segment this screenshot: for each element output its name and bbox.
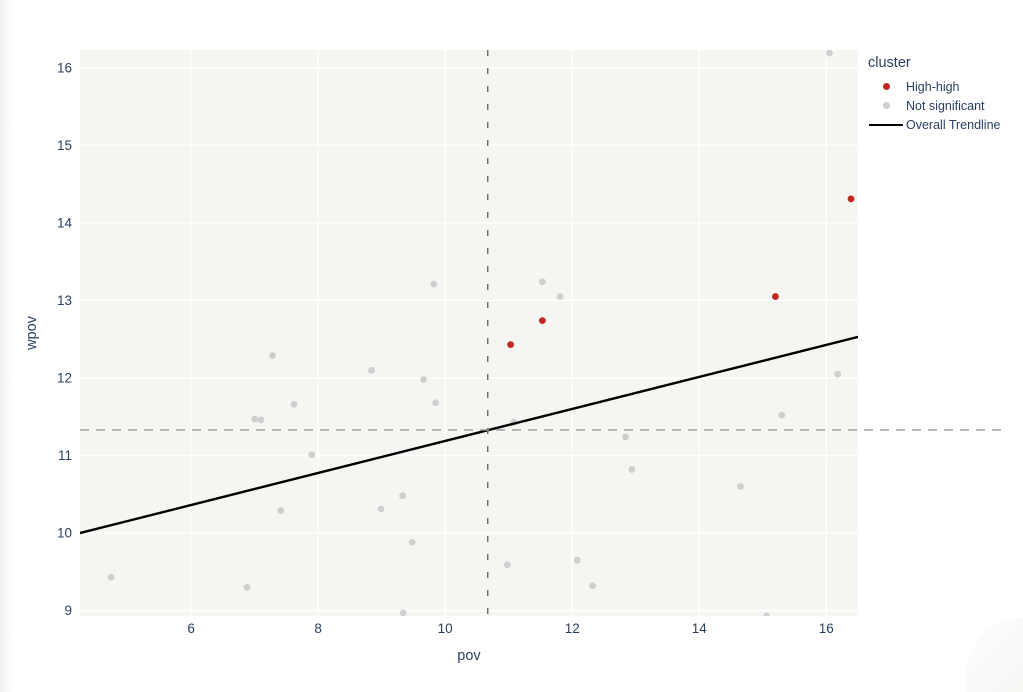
data-point-high-high[interactable] xyxy=(847,195,855,203)
x-tick-label: 10 xyxy=(438,621,453,636)
data-point-not-significant[interactable] xyxy=(257,416,265,424)
data-point-not-significant[interactable] xyxy=(269,352,276,359)
not-significant-marker-icon xyxy=(866,102,906,109)
data-point-not-significant[interactable] xyxy=(399,609,407,616)
legend-item-not-significant[interactable]: Not significant xyxy=(866,96,1022,115)
data-point-not-significant[interactable] xyxy=(737,483,744,490)
data-point-not-significant[interactable] xyxy=(277,507,285,514)
data-point-high-high[interactable] xyxy=(507,341,514,349)
data-point-not-significant[interactable] xyxy=(538,278,546,286)
y-tick-label: 14 xyxy=(57,215,73,230)
data-point-high-high[interactable] xyxy=(538,317,546,324)
data-point-not-significant[interactable] xyxy=(778,411,786,419)
y-tick-label: 9 xyxy=(64,603,72,618)
legend-item-label: Not significant xyxy=(906,98,985,113)
y-axis-title: wpov xyxy=(12,50,52,616)
data-point-not-significant[interactable] xyxy=(763,612,770,620)
legend-item-high-high[interactable]: High-high xyxy=(866,77,1022,96)
legend-title: cluster xyxy=(868,55,911,71)
data-point-not-significant[interactable] xyxy=(308,451,316,459)
y-tick-label: 11 xyxy=(58,448,72,463)
x-axis-title: pov xyxy=(457,648,481,664)
y-tick-label: 15 xyxy=(57,138,72,153)
data-point-not-significant[interactable] xyxy=(399,492,407,500)
data-point-not-significant[interactable] xyxy=(251,415,259,423)
data-point-not-significant[interactable] xyxy=(826,50,833,57)
x-tick-label: 8 xyxy=(314,621,322,636)
data-point-not-significant[interactable] xyxy=(589,582,596,590)
y-tick-label: 13 xyxy=(57,293,72,308)
data-point-not-significant[interactable] xyxy=(628,466,636,473)
data-point-not-significant[interactable] xyxy=(243,583,251,591)
data-point-high-high[interactable] xyxy=(772,293,779,300)
y-tick-label: 12 xyxy=(57,370,72,385)
data-point-not-significant[interactable] xyxy=(430,280,438,288)
data-point-not-significant[interactable] xyxy=(408,538,416,546)
trendline-marker-icon xyxy=(866,123,906,126)
data-point-not-significant[interactable] xyxy=(368,366,375,374)
data-point-not-significant[interactable] xyxy=(573,556,581,564)
legend-item-label: High-high xyxy=(906,79,960,94)
y-tick-label: 16 xyxy=(57,60,72,75)
legend-item-label: Overall Trendline xyxy=(906,117,1001,132)
data-point-not-significant[interactable] xyxy=(290,400,298,408)
data-point-not-significant[interactable] xyxy=(73,589,81,596)
data-point-not-significant[interactable] xyxy=(377,505,385,513)
data-point-not-significant[interactable] xyxy=(420,376,427,383)
data-point-not-significant[interactable] xyxy=(556,293,564,300)
x-tick-label: 12 xyxy=(565,621,580,636)
high-high-marker-icon xyxy=(866,83,906,90)
legend-item-overall-trendline[interactable]: Overall Trendline xyxy=(866,115,1022,134)
data-point-not-significant[interactable] xyxy=(107,573,115,581)
data-point-not-significant[interactable] xyxy=(622,433,629,441)
data-point-not-significant[interactable] xyxy=(432,399,440,407)
overall-trendline[interactable] xyxy=(80,335,858,535)
legend: cluster High-high Not significant Overal… xyxy=(866,55,1022,134)
x-tick-label: 16 xyxy=(819,621,834,636)
x-tick-label: 14 xyxy=(692,621,708,636)
y-tick-label: 10 xyxy=(57,526,72,541)
x-tick-label: 6 xyxy=(187,621,195,636)
y-axis-title-text: wpov xyxy=(23,316,40,350)
data-point-not-significant[interactable] xyxy=(834,370,842,378)
plot-background xyxy=(80,50,858,616)
page-left-gutter xyxy=(0,0,12,692)
data-point-not-significant[interactable] xyxy=(504,561,511,569)
